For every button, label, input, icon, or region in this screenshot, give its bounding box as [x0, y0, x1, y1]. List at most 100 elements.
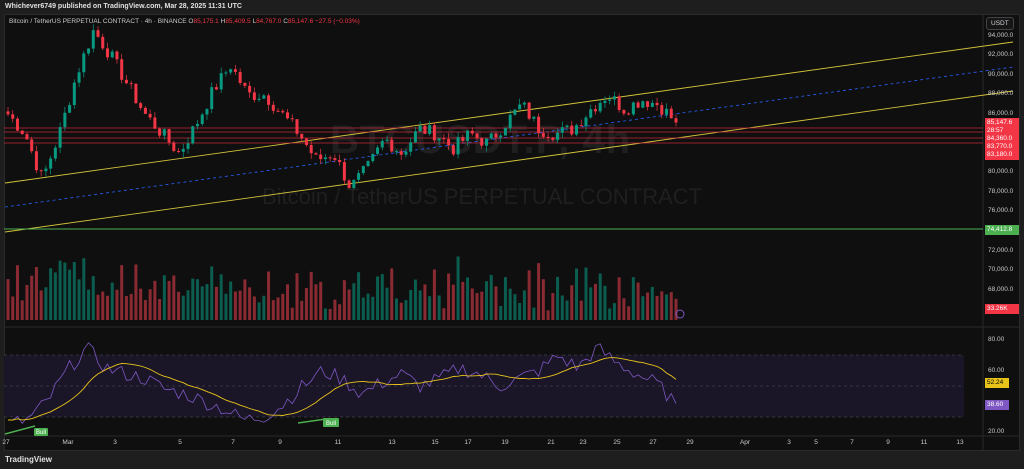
candle-body [636, 102, 640, 108]
candle-body [243, 82, 247, 86]
volume-bar [323, 308, 327, 320]
rsi-ma-line [8, 357, 677, 421]
candle-body [15, 118, 19, 131]
candle-body [49, 158, 53, 169]
bull-signal-badge [323, 418, 339, 427]
candle-body [451, 145, 455, 155]
volume-bar [428, 296, 432, 320]
candle-body [655, 102, 659, 106]
candle-body [665, 108, 669, 115]
volume-bar [120, 265, 124, 320]
volume-bar [243, 279, 247, 320]
candle-body [34, 151, 38, 171]
candle-body [593, 109, 597, 112]
symbol-legend: Bitcoin / TetherUS PERPETUAL CONTRACT · … [9, 18, 360, 25]
volume-bar [20, 300, 24, 320]
candle-body [148, 113, 152, 118]
volume-bar [143, 299, 147, 320]
volume-bar [447, 273, 451, 320]
volume-bar [309, 271, 313, 320]
volume-bar [584, 267, 588, 320]
candle-body [565, 125, 569, 128]
candle-body [129, 83, 133, 85]
price-tick: 72,000.0 [988, 247, 1014, 254]
close-value: 85,147.6 [287, 18, 314, 25]
candle-body [556, 132, 560, 140]
candle-body [423, 125, 427, 134]
volume-bar [63, 262, 67, 320]
candle-body [527, 102, 531, 119]
candle-body [489, 133, 493, 139]
volume-bar [44, 287, 48, 320]
volume-bar [319, 281, 323, 320]
candle-body [442, 138, 446, 140]
volume-bar [96, 294, 100, 320]
candle-body [470, 130, 474, 134]
candle-body [172, 142, 176, 151]
candle-body [295, 119, 299, 134]
volume-bar [494, 286, 498, 320]
low-value: 84,767.0 [256, 18, 282, 25]
rsi-ma-tag: 52.24 [985, 378, 1009, 388]
volume-bar [91, 276, 95, 320]
candle-body [376, 147, 380, 154]
candle-body [660, 105, 664, 115]
candle-body [352, 179, 356, 188]
candle-body [72, 82, 76, 106]
volume-bar [669, 292, 673, 320]
candle-body [641, 101, 645, 108]
volume-bar [200, 286, 204, 320]
price-tick: 86,000.0 [988, 110, 1014, 117]
time-tick: 5 [814, 439, 818, 446]
candle-body [361, 166, 365, 174]
volume-bar [385, 287, 389, 320]
volume-bar [579, 300, 583, 320]
volume-bar [177, 291, 181, 320]
volume-bar [262, 295, 266, 320]
time-tick: 23 [579, 439, 587, 446]
volume-bar [361, 297, 365, 320]
volume-bar [257, 302, 261, 320]
volume-bar [219, 274, 223, 320]
volume-bar [314, 284, 318, 320]
last-price-tag: 85,147.6 [985, 118, 1019, 128]
currency-button[interactable]: USDT [986, 17, 1014, 30]
candle-body [518, 104, 522, 110]
candle-body [432, 125, 436, 141]
candle-body [589, 109, 593, 118]
volume-bar [214, 286, 218, 320]
candle-body [162, 129, 166, 136]
price-tick: 78,000.0 [988, 188, 1014, 195]
volume-bar [162, 275, 166, 320]
price-tick: 68,000.0 [988, 286, 1014, 293]
time-tick: 3 [787, 439, 791, 446]
candle-body [77, 72, 81, 83]
volume-bar [489, 274, 493, 320]
candle-body [669, 108, 673, 119]
volume-bar [627, 306, 631, 320]
volume-bar [409, 289, 413, 320]
candle-body [205, 109, 209, 115]
price-tick: 90,000.0 [988, 71, 1014, 78]
volume-bar [470, 288, 474, 320]
volume-bar [290, 307, 294, 320]
channel-upper-line [4, 41, 1014, 184]
rsi-tag: 38.60 [985, 400, 1009, 410]
level-tag-1: 84,360.0 [985, 134, 1019, 144]
candle-body [224, 72, 228, 74]
symbol-name[interactable]: Bitcoin / TetherUS PERPETUAL CONTRACT · … [9, 18, 187, 25]
open-value: 85,175.1 [193, 18, 219, 25]
volume-bar [518, 303, 522, 320]
volume-bar [304, 288, 308, 320]
candle-body [674, 118, 678, 123]
time-tick: 7 [850, 439, 854, 446]
rsi-tick: 80.00 [988, 336, 1005, 343]
candle-body [257, 98, 261, 100]
candle-body [153, 117, 157, 129]
candle-body [200, 114, 204, 124]
volume-bar [167, 280, 171, 320]
volume-bar [371, 296, 375, 320]
candle-body [53, 147, 57, 159]
candle-body [96, 30, 100, 37]
